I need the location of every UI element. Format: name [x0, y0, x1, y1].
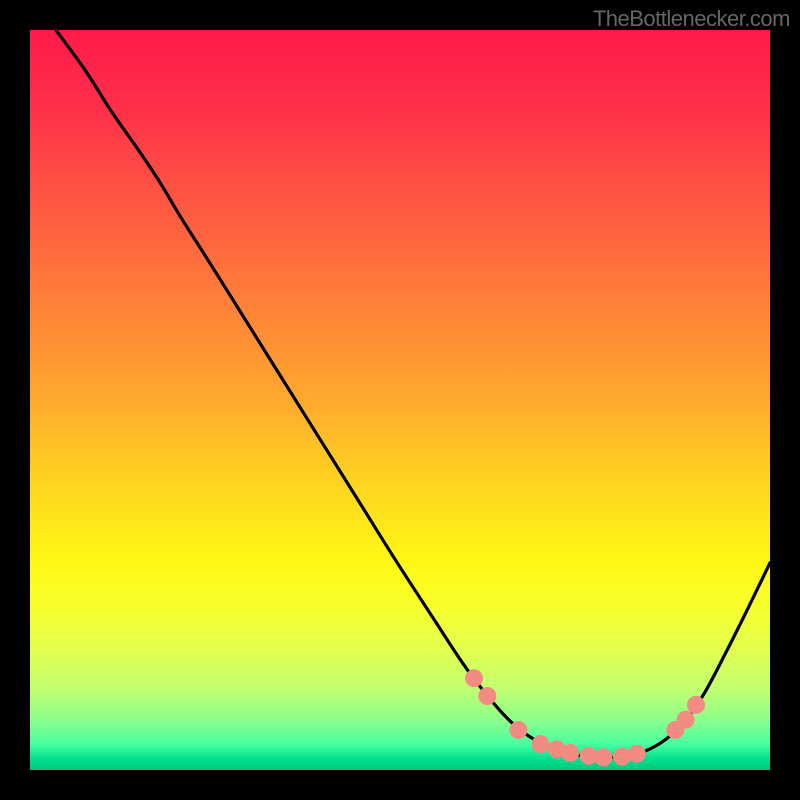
- marker-dot: [628, 745, 646, 763]
- watermark-text: TheBottlenecker.com: [593, 6, 790, 32]
- marker-dot: [595, 748, 613, 766]
- marker-dot: [532, 735, 550, 753]
- plot-area: [30, 30, 770, 770]
- marker-dot: [561, 744, 579, 762]
- bottleneck-chart: [30, 30, 770, 770]
- marker-dot: [509, 721, 527, 739]
- marker-dot: [613, 748, 631, 766]
- gradient-background: [30, 30, 770, 770]
- marker-dot: [687, 696, 705, 714]
- chart-container: TheBottlenecker.com: [0, 0, 800, 800]
- marker-dot: [677, 711, 695, 729]
- marker-dot: [478, 687, 496, 705]
- marker-dot: [465, 669, 483, 687]
